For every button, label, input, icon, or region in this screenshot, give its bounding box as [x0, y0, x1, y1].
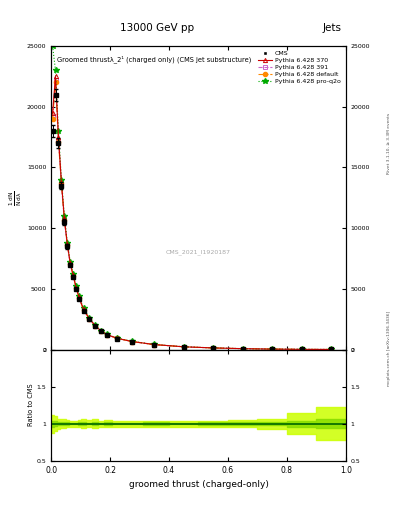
Text: Rivet 3.1.10, ≥ 3.3M events: Rivet 3.1.10, ≥ 3.3M events: [387, 113, 391, 174]
Y-axis label: $\frac{1}{\rm N}\frac{d\rm N}{d\lambda}$: $\frac{1}{\rm N}\frac{d\rm N}{d\lambda}$: [7, 190, 24, 206]
Text: 13000 GeV pp: 13000 GeV pp: [120, 23, 194, 33]
Text: Groomed thrustλ_2¹ (charged only) (CMS jet substructure): Groomed thrustλ_2¹ (charged only) (CMS j…: [57, 55, 252, 63]
Text: CMS_2021_I1920187: CMS_2021_I1920187: [166, 249, 231, 255]
Legend: CMS, Pythia 6.428 370, Pythia 6.428 391, Pythia 6.428 default, Pythia 6.428 pro-: CMS, Pythia 6.428 370, Pythia 6.428 391,…: [256, 49, 343, 86]
X-axis label: groomed thrust (charged-only): groomed thrust (charged-only): [129, 480, 268, 489]
Text: Jets: Jets: [323, 23, 342, 33]
Y-axis label: Ratio to CMS: Ratio to CMS: [28, 384, 34, 426]
Text: mcplots.cern.ch [arXiv:1306.3436]: mcplots.cern.ch [arXiv:1306.3436]: [387, 311, 391, 386]
